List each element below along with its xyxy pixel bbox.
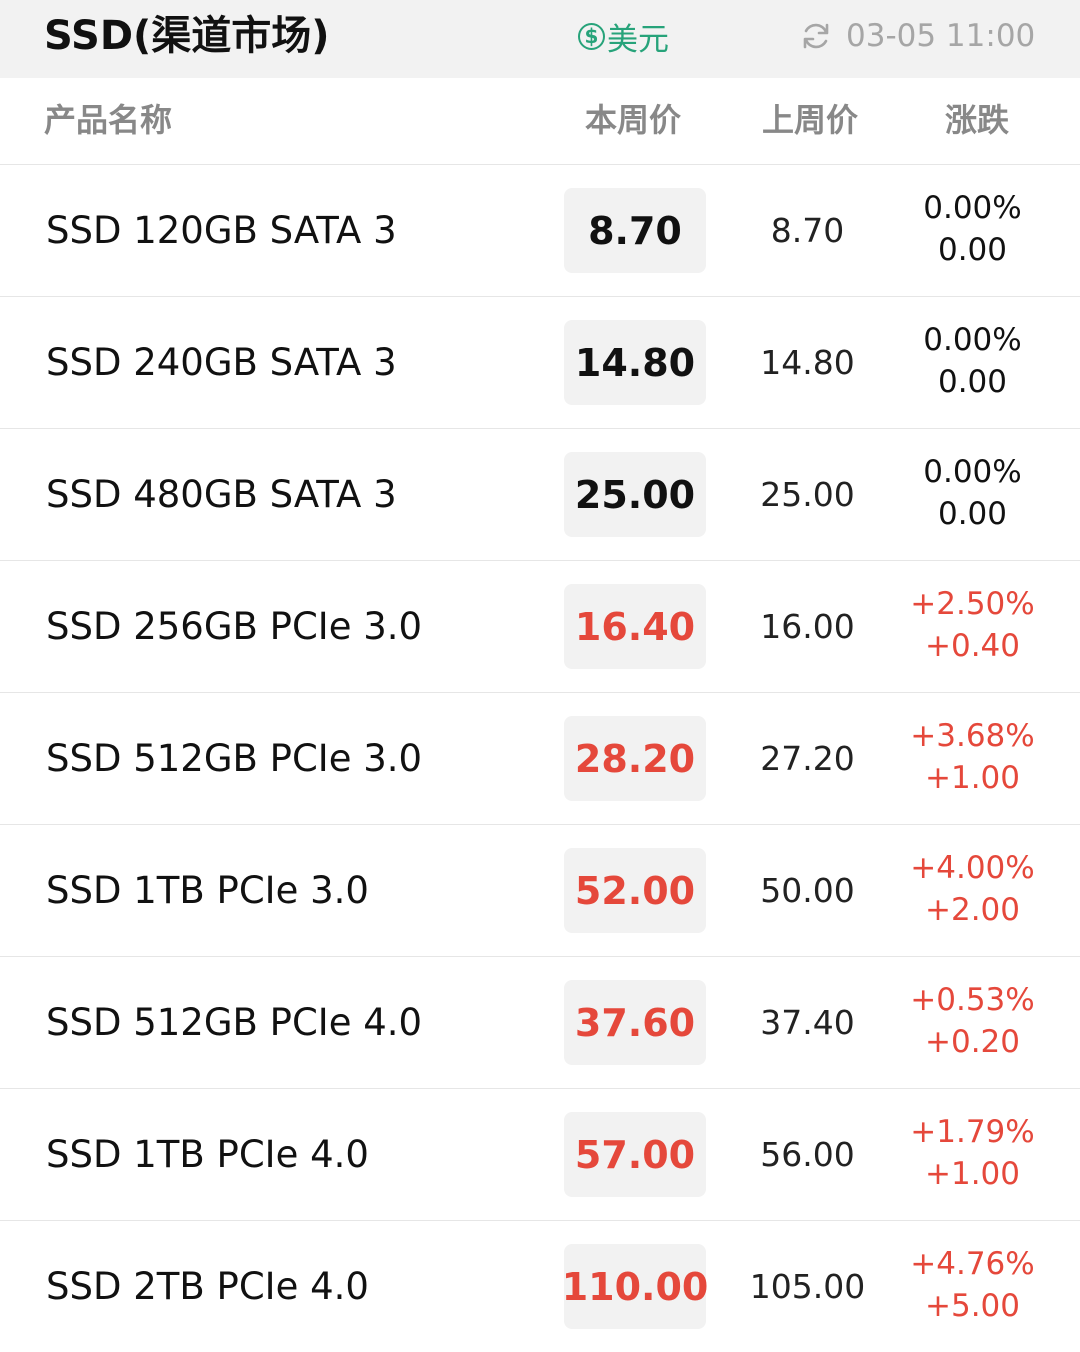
- previous-price: 50.00: [760, 871, 855, 910]
- previous-price: 37.40: [760, 1003, 855, 1042]
- current-price: 52.00: [564, 848, 706, 933]
- column-header-name[interactable]: 产品名称: [44, 101, 173, 139]
- price-change: +2.50% +0.40: [900, 583, 1045, 667]
- price-table: SSD 120GB SATA 3 8.70 8.70 0.00% 0.00 SSD 240…: [0, 165, 1080, 1352]
- refresh-icon: [803, 23, 829, 49]
- column-header-previous[interactable]: 上周价: [762, 101, 859, 139]
- change-percent: +3.68%: [910, 718, 1035, 754]
- price-change: 0.00% 0.00: [900, 187, 1045, 271]
- currency-label: 美元: [607, 21, 669, 58]
- product-name: SSD 2TB PCIe 4.0: [46, 1265, 369, 1308]
- change-percent: +4.00%: [910, 850, 1035, 886]
- product-name: SSD 240GB SATA 3: [46, 341, 397, 384]
- product-name: SSD 512GB PCIe 3.0: [46, 737, 423, 780]
- current-price: 16.40: [564, 584, 706, 669]
- table-row[interactable]: SSD 512GB PCIe 3.0 28.20 27.20 +3.68% +1.00: [0, 693, 1080, 825]
- previous-price: 25.00: [760, 475, 855, 514]
- price-change: +0.53% +0.20: [900, 979, 1045, 1063]
- currency-toggle[interactable]: $ 美元: [578, 14, 669, 58]
- change-percent: 0.00%: [923, 322, 1022, 358]
- table-row[interactable]: SSD 240GB SATA 3 14.80 14.80 0.00% 0.00: [0, 297, 1080, 429]
- page-header: SSD(渠道市场) $ 美元 03-05 11:00: [0, 0, 1080, 78]
- refresh-control[interactable]: 03-05 11:00: [800, 14, 1035, 58]
- change-amount: +1.00: [925, 760, 1020, 796]
- change-amount: +1.00: [925, 1156, 1020, 1192]
- product-name: SSD 512GB PCIe 4.0: [46, 1001, 423, 1044]
- price-change: +3.68% +1.00: [900, 715, 1045, 799]
- current-price: 14.80: [564, 320, 706, 405]
- page-title: SSD(渠道市场): [44, 13, 330, 59]
- change-amount: 0.00: [937, 232, 1008, 268]
- table-row[interactable]: SSD 480GB SATA 3 25.00 25.00 0.00% 0.00: [0, 429, 1080, 561]
- price-change: +4.00% +2.00: [900, 847, 1045, 931]
- table-header: 产品名称 本周价 上周价 涨跌: [0, 78, 1080, 165]
- table-row[interactable]: SSD 120GB SATA 3 8.70 8.70 0.00% 0.00: [0, 165, 1080, 297]
- change-percent: +4.76%: [910, 1246, 1035, 1282]
- current-price: 57.00: [564, 1112, 706, 1197]
- current-price: 28.20: [564, 716, 706, 801]
- column-header-current[interactable]: 本周价: [585, 101, 682, 139]
- previous-price: 105.00: [749, 1267, 866, 1306]
- current-price: 110.00: [562, 1244, 708, 1329]
- price-change: +4.76% +5.00: [900, 1243, 1045, 1327]
- change-amount: +2.00: [925, 892, 1020, 928]
- change-amount: 0.00: [937, 364, 1008, 400]
- product-name: SSD 480GB SATA 3: [46, 473, 397, 516]
- table-row[interactable]: SSD 2TB PCIe 4.0 110.00 105.00 +4.76% +5.00: [0, 1221, 1080, 1352]
- change-percent: +0.53%: [910, 982, 1035, 1018]
- change-percent: +2.50%: [910, 586, 1035, 622]
- previous-price: 27.20: [760, 739, 855, 778]
- current-price: 25.00: [564, 452, 706, 537]
- dollar-circle-icon: $: [578, 22, 605, 50]
- product-name: SSD 1TB PCIe 4.0: [46, 1133, 369, 1176]
- change-amount: +0.20: [925, 1024, 1020, 1060]
- change-percent: 0.00%: [923, 190, 1022, 226]
- previous-price: 56.00: [760, 1135, 855, 1174]
- product-name: SSD 256GB PCIe 3.0: [46, 605, 423, 648]
- previous-price: 8.70: [770, 211, 845, 250]
- product-name: SSD 1TB PCIe 3.0: [46, 869, 369, 912]
- table-row[interactable]: SSD 256GB PCIe 3.0 16.40 16.00 +2.50% +0.40: [0, 561, 1080, 693]
- change-amount: +0.40: [925, 628, 1020, 664]
- price-change: 0.00% 0.00: [900, 451, 1045, 535]
- change-percent: +1.79%: [910, 1114, 1035, 1150]
- change-amount: +5.00: [925, 1288, 1020, 1324]
- change-percent: 0.00%: [923, 454, 1022, 490]
- update-time: 03-05 11:00: [846, 18, 1036, 54]
- previous-price: 16.00: [760, 607, 855, 646]
- previous-price: 14.80: [760, 343, 855, 382]
- column-header-change[interactable]: 涨跌: [945, 101, 1010, 139]
- price-change: +1.79% +1.00: [900, 1111, 1045, 1195]
- product-name: SSD 120GB SATA 3: [46, 209, 397, 252]
- table-row[interactable]: SSD 1TB PCIe 3.0 52.00 50.00 +4.00% +2.00: [0, 825, 1080, 957]
- table-row[interactable]: SSD 1TB PCIe 4.0 57.00 56.00 +1.79% +1.00: [0, 1089, 1080, 1221]
- table-row[interactable]: SSD 512GB PCIe 4.0 37.60 37.40 +0.53% +0.20: [0, 957, 1080, 1089]
- current-price: 8.70: [564, 188, 706, 273]
- change-amount: 0.00: [937, 496, 1008, 532]
- price-change: 0.00% 0.00: [900, 319, 1045, 403]
- current-price: 37.60: [564, 980, 706, 1065]
